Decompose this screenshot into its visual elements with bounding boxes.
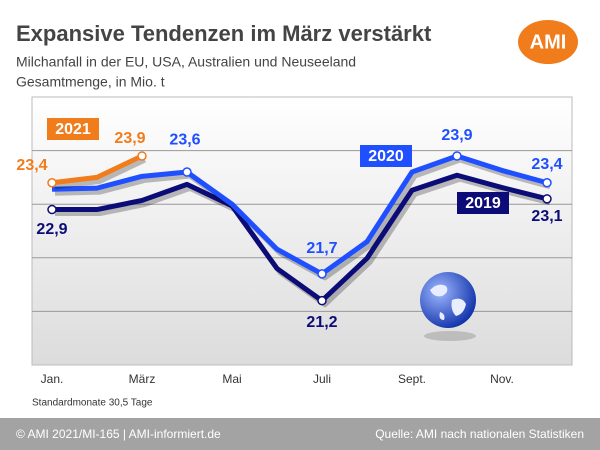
point-marker bbox=[182, 167, 192, 177]
x-tick-label: Sept. bbox=[398, 372, 426, 386]
point-marker bbox=[137, 151, 147, 161]
point-marker bbox=[317, 295, 327, 306]
series-line bbox=[51, 153, 144, 186]
footer-left: © AMI 2021/MI-165 | AMI-informiert.de bbox=[16, 427, 221, 441]
point-marker bbox=[452, 151, 462, 161]
legend-label: 2019 bbox=[465, 195, 501, 212]
footer bbox=[0, 418, 600, 450]
x-tick-label: Juli bbox=[313, 372, 331, 386]
legend-box bbox=[457, 192, 509, 214]
legend-box bbox=[47, 118, 99, 140]
series-line bbox=[52, 172, 548, 304]
data-label: 23,4 bbox=[531, 156, 562, 173]
logo bbox=[518, 20, 578, 64]
data-label: 22,9 bbox=[36, 221, 67, 238]
globe-icon bbox=[420, 272, 476, 341]
legend-box bbox=[360, 145, 412, 167]
data-label: 21,2 bbox=[306, 314, 337, 331]
data-label: 23,4 bbox=[16, 157, 47, 174]
note: Standardmonate 30,5 Tage bbox=[32, 398, 153, 409]
line-shadow bbox=[54, 157, 147, 190]
data-label: 23,9 bbox=[441, 127, 472, 144]
subtitle: Gesamtmenge, in Mio. t bbox=[16, 74, 165, 90]
data-label: 23,9 bbox=[114, 130, 145, 147]
legend-label: 2020 bbox=[368, 148, 404, 165]
data-label: 23,1 bbox=[531, 208, 562, 225]
logo-text: AMI bbox=[530, 31, 567, 53]
point-marker bbox=[542, 178, 552, 188]
legend-label: 2021 bbox=[55, 121, 91, 138]
footer-right: Quelle: AMI nach nationalen Statistiken bbox=[375, 427, 584, 441]
data-label: 21,7 bbox=[306, 240, 337, 257]
x-tick-label: Mai bbox=[222, 372, 241, 386]
data-label: 23,6 bbox=[169, 131, 200, 148]
point-marker bbox=[317, 269, 327, 279]
x-tick-label: Nov. bbox=[490, 372, 514, 386]
chart-title: Expansive Tendenzen im März verstärkt bbox=[16, 21, 432, 46]
series-line bbox=[51, 153, 548, 277]
point-marker bbox=[542, 194, 552, 204]
subtitle: Milchanfall in der EU, USA, Australien u… bbox=[16, 54, 356, 70]
point-marker bbox=[47, 204, 57, 215]
x-tick-label: März bbox=[129, 372, 156, 386]
x-tick-label: Jan. bbox=[41, 372, 64, 386]
point-marker bbox=[47, 178, 57, 188]
plot-area bbox=[31, 96, 573, 366]
